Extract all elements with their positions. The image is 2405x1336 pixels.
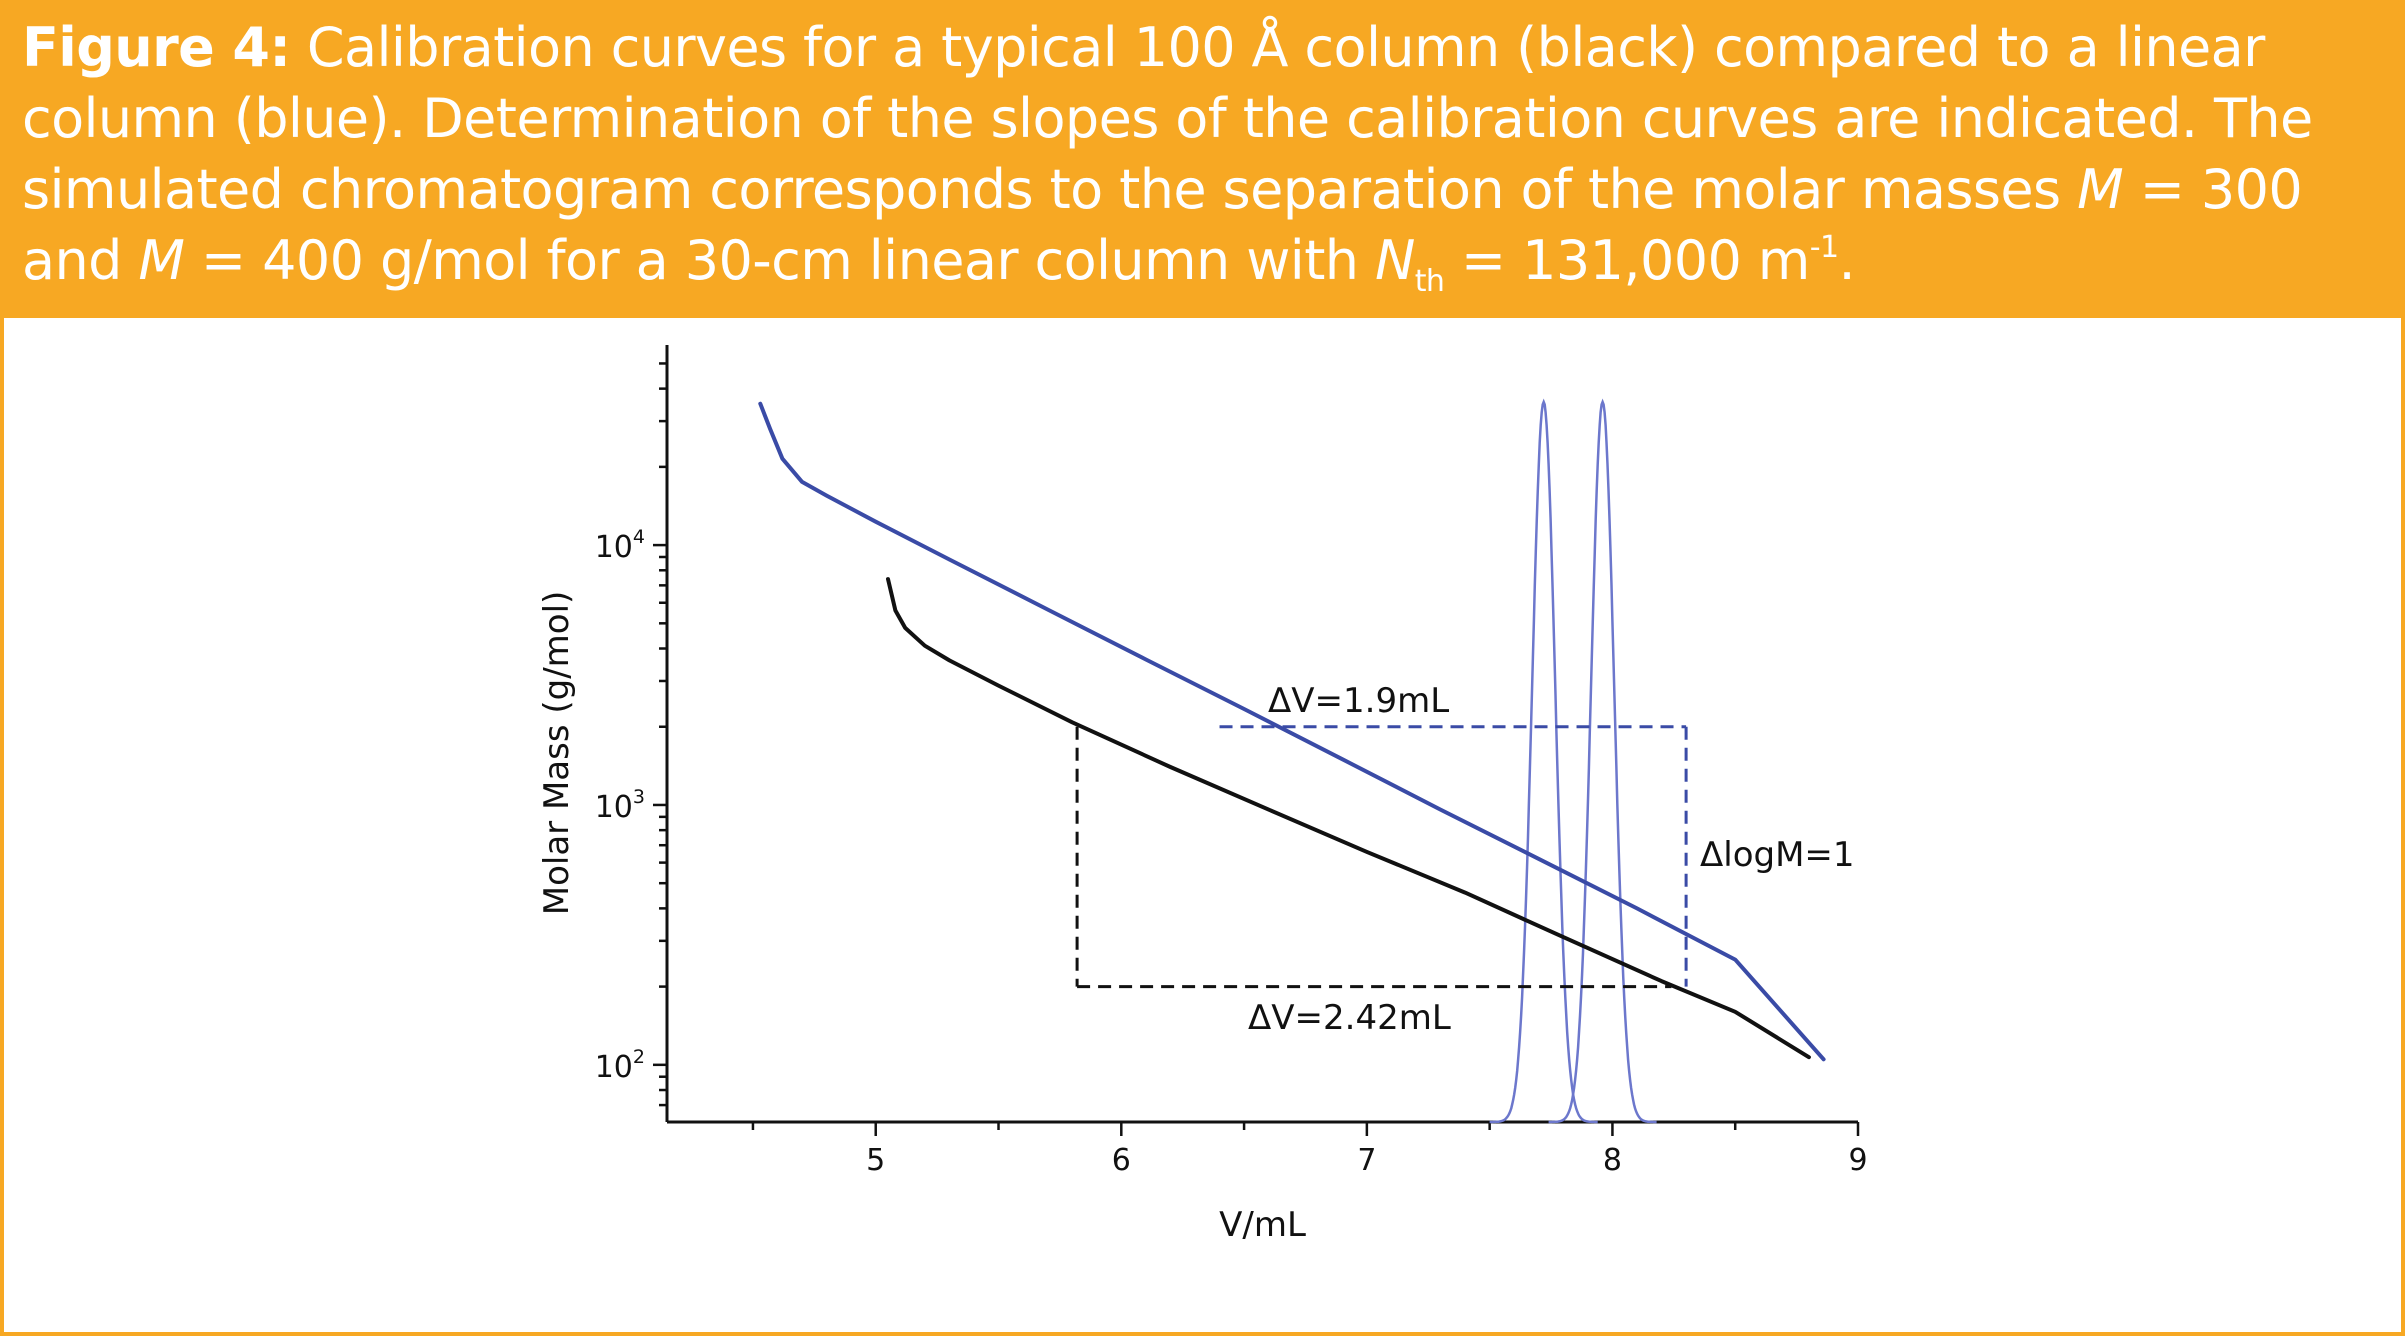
annotations: ΔV=1.9mL ΔlogM=1 ΔV=2.42mL — [1075, 681, 1855, 1038]
annotation-delta-v-linear: ΔV=1.9mL — [1268, 681, 1449, 721]
annotation-delta-logm: ΔlogM=1 — [1700, 835, 1855, 875]
x-tick-label: 8 — [1603, 1143, 1622, 1178]
x-ticks: 5 6 7 8 9 — [751, 1122, 1868, 1178]
chromatogram-peak-1 — [1489, 398, 1598, 1124]
x-tick-label: 6 — [1112, 1143, 1131, 1178]
x-tick-label: 5 — [866, 1143, 885, 1178]
y-tick-label: 102 — [595, 1046, 645, 1085]
series — [758, 401, 1826, 1062]
series-line-100A-column — [886, 577, 1811, 1060]
y-tick-label: 103 — [595, 786, 645, 825]
chromatogram — [1489, 398, 1657, 1124]
axes — [665, 345, 1858, 1124]
figure-caption: Figure 4: Calibration curves for a typic… — [0, 0, 2405, 318]
series-line-linear-column — [758, 401, 1826, 1062]
x-tick-label: 7 — [1357, 1143, 1376, 1178]
y-tick-label: 104 — [595, 526, 645, 565]
y-axis-label: Molar Mass (g/mol) — [537, 591, 577, 916]
figure-label: Figure 4: — [22, 16, 291, 79]
annotation-delta-v-100A: ΔV=2.42mL — [1248, 998, 1451, 1038]
y-ticks: 102 103 104 — [595, 362, 667, 1107]
x-tick-label: 9 — [1848, 1143, 1867, 1178]
x-axis-label: V/mL — [1219, 1205, 1306, 1245]
chromatogram-peak-2 — [1548, 398, 1657, 1124]
